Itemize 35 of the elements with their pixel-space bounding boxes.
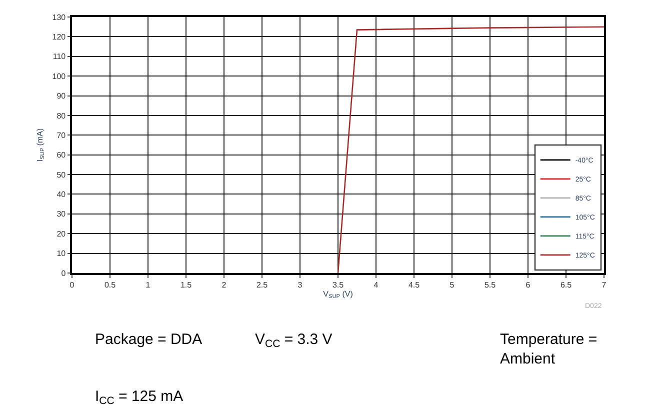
y-tick-label: 10 — [56, 249, 66, 258]
y-tick-label: 100 — [52, 72, 66, 81]
line-series — [337, 26, 604, 273]
y-tick-label: 130 — [52, 12, 66, 22]
text: Temperature = Ambient — [500, 331, 598, 368]
y-tick-label: 50 — [56, 170, 66, 180]
text: Package = DDA — [95, 331, 202, 348]
y-tick-label: 110 — [52, 52, 66, 62]
x-tick-label: 3 — [298, 280, 303, 290]
x-tick-label: 2 — [222, 280, 227, 290]
y-tick-label: 70 — [56, 130, 66, 140]
y-tick-label: 60 — [56, 150, 66, 160]
y-tick-label: 80 — [56, 111, 66, 120]
x-tick-label: 7 — [602, 280, 607, 290]
y-tick-label: 0 — [61, 268, 66, 278]
x-tick-label: 5.5 — [484, 280, 496, 290]
x-tick-label: 5 — [450, 280, 455, 290]
text: V$_{CC}$ = 3.3 V — [255, 331, 332, 350]
y-tick-label: 30 — [56, 210, 66, 219]
text: I$_{CC}$ = 125 mA — [95, 388, 184, 408]
x-tick-label: 1 — [146, 280, 151, 290]
y-tick-label: 40 — [56, 190, 66, 200]
x-tick-label: 4.5 — [408, 280, 420, 290]
x-tick-label: 4 — [374, 280, 379, 290]
y-tick-label: 120 — [52, 32, 66, 42]
x-tick-label: 3.5 — [332, 280, 344, 290]
x-tick-label: 2.5 — [256, 280, 268, 290]
x-tick-label: 0 — [70, 280, 75, 290]
x-axis-title: V$_{SUP}$ (V) — [323, 289, 354, 300]
y-tick-label: 90 — [56, 92, 66, 101]
x-tick-label: 6.5 — [560, 280, 572, 290]
x-tick-label: 6 — [526, 280, 531, 290]
x-tick-label: 1.5 — [180, 280, 192, 290]
y-tick-label: 20 — [56, 229, 66, 238]
x-tick-label: 0.5 — [104, 280, 116, 290]
